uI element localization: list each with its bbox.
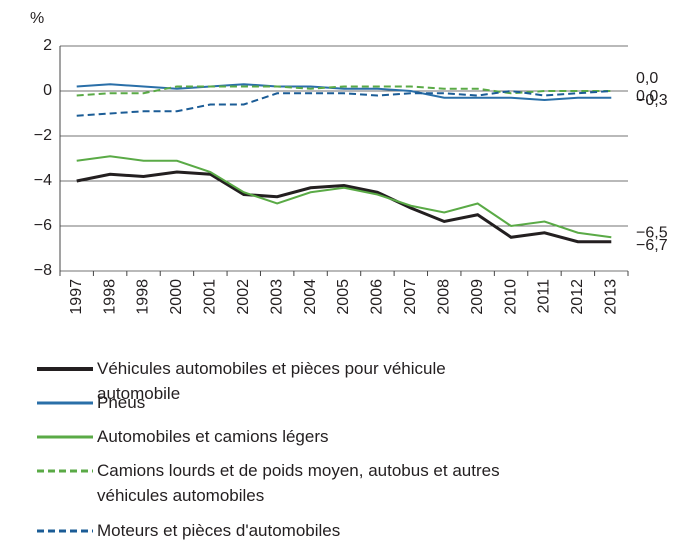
series-line: [76, 155, 612, 239]
y-unit: %: [30, 10, 44, 27]
x-tick-label: 2007: [402, 279, 419, 315]
x-tick-label: 1998: [101, 279, 118, 315]
x-tick-label: 2004: [302, 279, 319, 315]
x-tick-label: 1997: [68, 279, 85, 315]
legend-swatch: [37, 435, 93, 439]
legend-swatch: [37, 401, 93, 405]
x-tick-label: 2013: [603, 279, 620, 315]
y-tick-label: −6: [34, 217, 52, 234]
y-tick-label: −2: [34, 127, 52, 144]
legend-swatch: [37, 469, 93, 473]
series-line: [76, 89, 612, 117]
end-label: −0,3: [636, 92, 668, 109]
y-tick-label: −4: [34, 172, 52, 189]
legend-label: Moteurs et pièces d'automobiles: [97, 521, 341, 540]
legend-item: Automobiles et camions légers: [37, 424, 329, 449]
chart: % 2 0 −2 −4 −6 −8 1997 1998 1998 2000 2001 2002 2003…: [30, 10, 668, 315]
series-line: [76, 85, 612, 97]
legend-label: Automobiles et camions légers: [97, 427, 329, 446]
x-tick-label: 2006: [369, 279, 386, 315]
end-label: −6,7: [636, 237, 668, 254]
x-tick-label: 2010: [502, 279, 519, 315]
end-label: −6,5: [636, 224, 668, 241]
x-tick-label: 1998: [135, 279, 152, 315]
legend-swatch: [37, 529, 93, 533]
legend-item: Véhicules automobiles et pièces pour véh…: [37, 356, 507, 406]
legend-label: Camions lourds et de poids moyen, autobu…: [97, 461, 500, 505]
legend-item: Moteurs et pièces d'automobiles: [37, 518, 340, 542]
x-tick-label: 2012: [569, 279, 586, 315]
legend-swatch: [37, 367, 93, 371]
x-tick-label: 2009: [469, 279, 486, 315]
legend-item: Camions lourds et de poids moyen, autobu…: [37, 458, 507, 508]
x-tick-label: 2000: [168, 279, 185, 315]
legend-label: Pneus: [97, 393, 146, 412]
x-tick-label: 2005: [335, 279, 352, 315]
x-tick-label: 2011: [536, 279, 553, 314]
legend-item: Pneus: [37, 390, 145, 415]
end-label: 0,0: [636, 70, 658, 87]
y-tick-label: −8: [34, 262, 52, 279]
x-tick-label: 2001: [202, 279, 219, 315]
y-tick-label: 2: [43, 37, 52, 54]
x-tick-label: 2003: [268, 279, 285, 315]
legend-label: Véhicules automobiles et pièces pour véh…: [97, 359, 446, 403]
x-tick-label: 2008: [435, 279, 452, 315]
series-line: [76, 170, 612, 244]
x-tick-label: 2002: [235, 279, 252, 315]
end-label: 0,0: [636, 88, 658, 105]
y-tick-label: 0: [43, 82, 52, 99]
